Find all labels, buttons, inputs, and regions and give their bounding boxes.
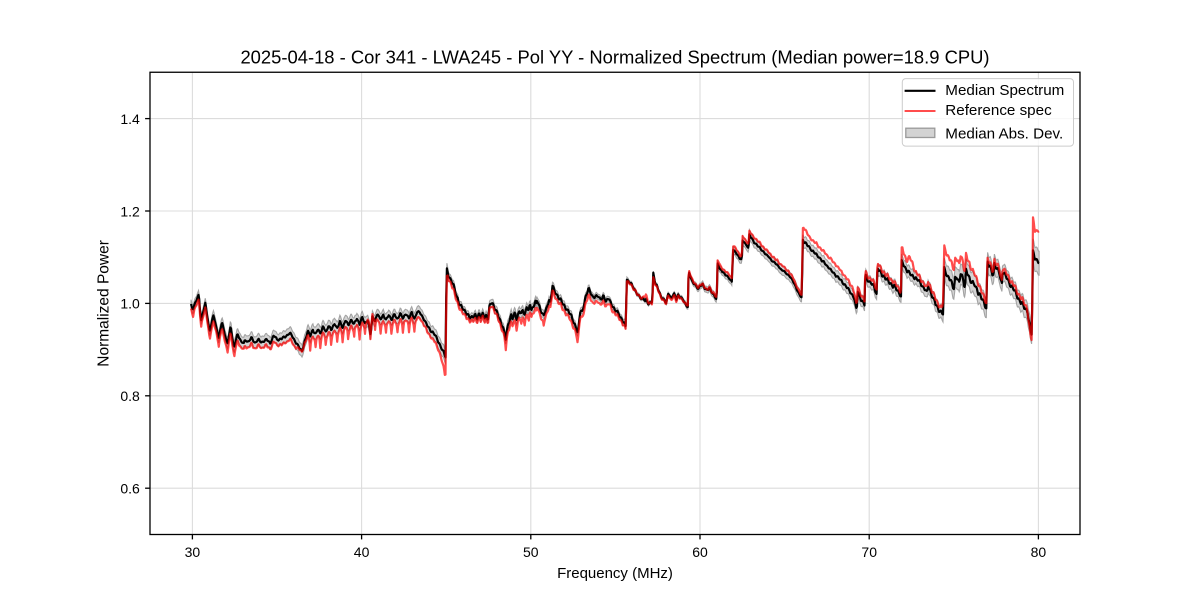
svg-text:Normalized Power: Normalized Power [96,240,113,367]
svg-text:Median Spectrum: Median Spectrum [945,82,1064,99]
svg-text:Frequency (MHz): Frequency (MHz) [557,565,673,582]
svg-text:70: 70 [861,544,877,560]
svg-text:Reference spec: Reference spec [945,102,1052,119]
svg-text:50: 50 [523,544,539,560]
svg-text:0.8: 0.8 [120,388,140,404]
svg-text:2025-04-18 - Cor 341 - LWA245: 2025-04-18 - Cor 341 - LWA245 - Pol YY -… [240,47,989,68]
svg-text:30: 30 [185,544,201,560]
svg-text:40: 40 [354,544,370,560]
svg-text:Median Abs. Dev.: Median Abs. Dev. [945,126,1063,143]
svg-text:1.4: 1.4 [120,111,140,127]
svg-text:80: 80 [1031,544,1047,560]
svg-text:0.6: 0.6 [120,481,140,497]
svg-text:60: 60 [692,544,708,560]
svg-text:1.0: 1.0 [120,296,140,312]
svg-text:1.2: 1.2 [120,203,140,219]
